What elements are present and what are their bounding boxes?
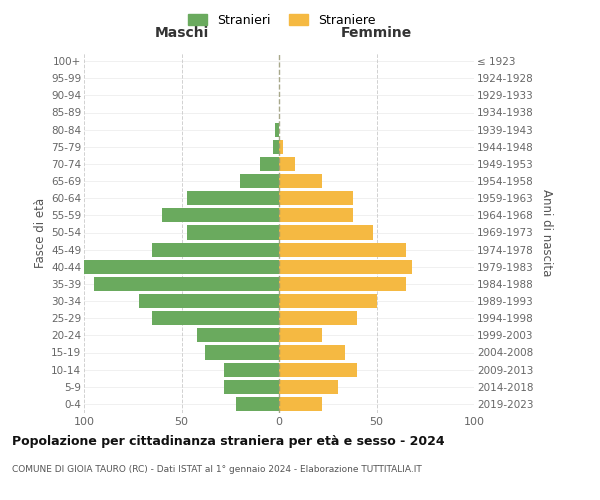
Bar bbox=[152, 242, 279, 256]
Text: COMUNE DI GIOIA TAURO (RC) - Dati ISTAT al 1° gennaio 2024 - Elaborazione TUTTIT: COMUNE DI GIOIA TAURO (RC) - Dati ISTAT … bbox=[12, 465, 422, 474]
Bar bbox=[275, 122, 279, 136]
Bar bbox=[224, 362, 279, 376]
Legend: Stranieri, Straniere: Stranieri, Straniere bbox=[184, 8, 380, 32]
Text: Popolazione per cittadinanza straniera per età e sesso - 2024: Popolazione per cittadinanza straniera p… bbox=[12, 435, 445, 448]
Bar bbox=[139, 294, 279, 308]
Bar bbox=[279, 277, 406, 291]
Bar bbox=[279, 294, 377, 308]
Text: Femmine: Femmine bbox=[341, 26, 412, 40]
Bar bbox=[84, 260, 279, 274]
Bar bbox=[240, 174, 279, 188]
Bar bbox=[197, 328, 279, 342]
Text: Maschi: Maschi bbox=[154, 26, 209, 40]
Y-axis label: Fasce di età: Fasce di età bbox=[34, 198, 47, 268]
Bar bbox=[279, 260, 412, 274]
Bar bbox=[279, 380, 337, 394]
Bar bbox=[279, 208, 353, 222]
Bar bbox=[279, 157, 295, 171]
Bar bbox=[279, 174, 322, 188]
Y-axis label: Anni di nascita: Anni di nascita bbox=[541, 189, 553, 276]
Bar bbox=[260, 157, 279, 171]
Bar bbox=[279, 242, 406, 256]
Bar bbox=[279, 328, 322, 342]
Bar bbox=[279, 362, 357, 376]
Bar bbox=[162, 208, 279, 222]
Bar bbox=[187, 191, 279, 205]
Bar bbox=[279, 346, 346, 360]
Bar bbox=[279, 397, 322, 411]
Bar bbox=[273, 140, 279, 154]
Bar bbox=[224, 380, 279, 394]
Bar bbox=[279, 226, 373, 239]
Bar bbox=[279, 140, 283, 154]
Bar bbox=[236, 397, 279, 411]
Bar bbox=[152, 311, 279, 325]
Bar bbox=[279, 191, 353, 205]
Bar bbox=[279, 311, 357, 325]
Bar bbox=[187, 226, 279, 239]
Bar bbox=[205, 346, 279, 360]
Bar bbox=[94, 277, 279, 291]
